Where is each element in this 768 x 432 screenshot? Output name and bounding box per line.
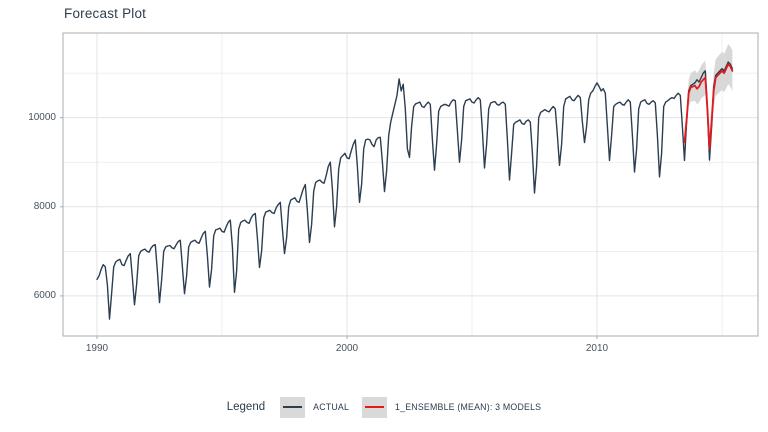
plot-title: Forecast Plot (64, 6, 147, 21)
x-tick-label: 2010 (585, 343, 609, 354)
legend-label-ensemble: 1_ENSEMBLE (MEAN): 3 MODELS (395, 402, 542, 412)
legend-key-ensemble (362, 396, 388, 418)
y-tick-label: 6000 (33, 289, 56, 301)
legend-label-actual: ACTUAL (313, 402, 350, 412)
actual-line-swatch-icon (283, 406, 303, 408)
legend-key-actual (280, 396, 306, 418)
y-tick-label: 8000 (33, 200, 56, 212)
x-tick-label: 1990 (85, 343, 109, 354)
x-tick-label: 2000 (335, 343, 359, 354)
legend: Legend ACTUAL 1_ENSEMBLE (MEAN): 3 MODEL… (0, 392, 768, 422)
y-tick-label: 10000 (28, 111, 56, 123)
legend-title: Legend (226, 401, 266, 413)
legend-item-actual: ACTUAL (280, 396, 350, 418)
legend-item-ensemble: 1_ENSEMBLE (MEAN): 3 MODELS (362, 396, 542, 418)
ensemble-line-swatch-icon (365, 406, 385, 408)
